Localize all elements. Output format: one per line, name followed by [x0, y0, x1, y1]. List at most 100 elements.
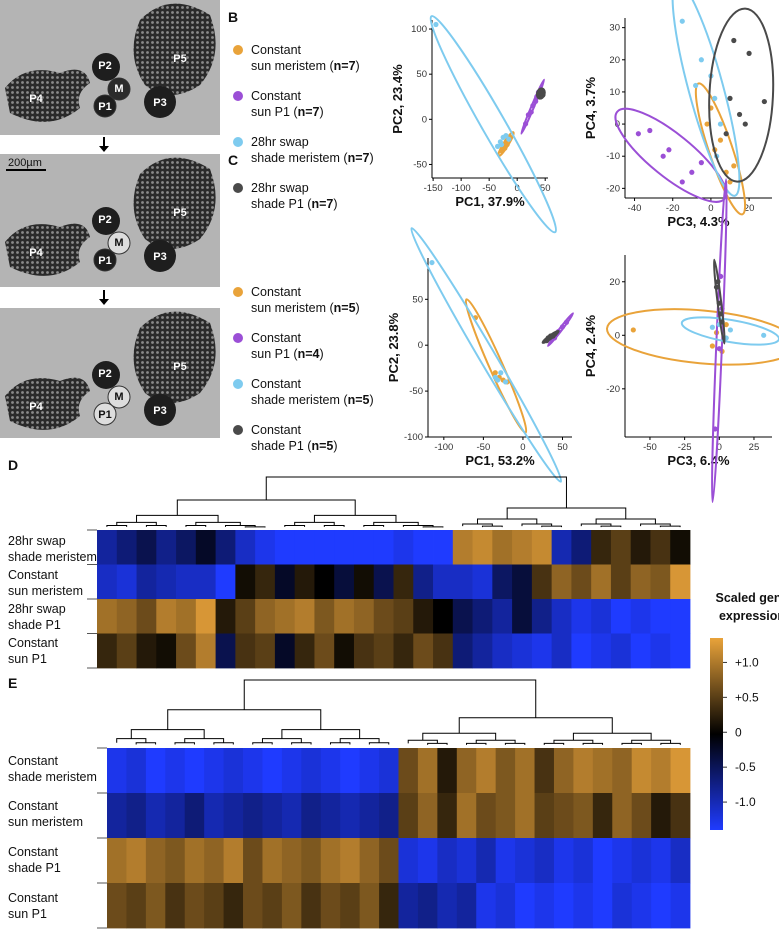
heatmap-cell — [651, 748, 671, 794]
colorbar-tick-label: -0.5 — [735, 760, 756, 774]
heatmap-cell — [262, 793, 283, 839]
confidence-ellipse — [606, 308, 779, 366]
heatmap-cell — [573, 793, 594, 839]
dendrogram — [506, 507, 627, 519]
heatmap-cell — [551, 530, 572, 565]
heatmap-cell — [592, 883, 613, 929]
heatmap-cell — [437, 838, 458, 884]
colorbar — [710, 638, 723, 830]
heatmap-cell — [156, 564, 177, 600]
row-label: Constant — [8, 636, 59, 650]
heatmap-cell — [156, 530, 177, 565]
heatmap-cell — [184, 883, 205, 929]
dendrogram — [600, 525, 622, 528]
heatmap-cell — [359, 838, 380, 884]
heatmap-cell — [393, 633, 414, 669]
heatmap-cell — [534, 883, 555, 929]
dendrogram — [572, 732, 652, 741]
y-tick-label: 50 — [412, 294, 423, 305]
y-tick-label: 10 — [609, 87, 620, 98]
heatmap-cell — [320, 748, 341, 794]
heatmap-cell — [235, 633, 256, 669]
micrograph-label: M — [114, 237, 123, 249]
legend-dot — [233, 183, 243, 193]
y-tick-label: -100 — [404, 432, 423, 443]
heatmap-cell — [413, 530, 434, 565]
heatmap-cell — [413, 564, 434, 600]
dendrogram — [373, 521, 419, 526]
heatmap-cell — [379, 748, 399, 794]
x-tick-label: -25 — [678, 442, 692, 453]
legend-text: ) — [369, 393, 373, 407]
heatmap-cell — [472, 599, 493, 634]
heatmap-cell — [417, 838, 438, 884]
x-tick-label: -20 — [666, 203, 680, 214]
heatmap-cell — [651, 838, 671, 884]
point — [723, 131, 729, 137]
y-axis-label: PC2, 23.8% — [386, 312, 401, 382]
heatmap-cell — [176, 599, 197, 634]
heatmap-cell — [195, 599, 216, 634]
heatmap-cell — [314, 564, 335, 600]
heatmap-cell — [433, 633, 454, 669]
x-axis-label: PC1, 53.2% — [465, 453, 535, 468]
point — [550, 333, 556, 339]
heatmap-cell — [417, 793, 438, 839]
heatmap-cell — [531, 633, 553, 669]
legend-dot — [233, 333, 243, 343]
row-label: shade meristem — [8, 770, 97, 784]
heatmap-cell — [373, 530, 394, 565]
heatmap-cell — [223, 838, 244, 884]
heatmap-cell — [592, 793, 613, 839]
point — [709, 343, 715, 349]
panel-label: E — [8, 675, 17, 691]
heatmap-cell — [379, 793, 399, 839]
micrograph-label: P3 — [153, 97, 166, 109]
heatmap-cell — [515, 748, 535, 794]
micrograph-label: P1 — [98, 409, 111, 421]
heatmap-cell — [334, 633, 355, 669]
micrograph-label: P5 — [173, 361, 186, 373]
heatmap-cell — [314, 530, 335, 565]
legend-text: Constant — [251, 285, 302, 299]
legend-text: 28hr swap — [251, 135, 309, 149]
heatmap-cell — [359, 793, 380, 839]
heatmap-cell — [314, 633, 335, 669]
heatmap-cell — [243, 793, 263, 839]
heatmap-cell — [340, 748, 361, 794]
y-tick-label: 100 — [411, 24, 427, 35]
legend-text: sun meristem (n=7) — [251, 59, 360, 73]
heatmap-cell — [512, 633, 533, 669]
heatmap-cell — [184, 793, 205, 839]
colorbar-tick-label: +0.5 — [735, 690, 759, 704]
dendrogram — [504, 742, 526, 745]
point — [717, 121, 724, 127]
point — [522, 121, 529, 127]
y-axis-label: PC4, 2.4% — [583, 314, 598, 377]
dendrogram — [244, 526, 266, 528]
legend-n: n=7 — [334, 59, 356, 73]
legend-text: sun P1 ( — [251, 347, 298, 361]
x-tick-label: 0 — [515, 183, 520, 194]
point — [731, 163, 737, 169]
dendrogram — [621, 742, 642, 745]
heatmap-cell — [452, 530, 473, 565]
dendrogram — [265, 476, 567, 508]
legend-text: Constant — [251, 331, 302, 345]
point — [746, 50, 752, 56]
heatmap-cell — [184, 748, 205, 794]
heatmap-cell — [630, 530, 651, 565]
dendrogram — [458, 717, 613, 734]
heatmap-cell — [301, 838, 322, 884]
heatmap-cell — [165, 793, 186, 839]
primordium — [144, 240, 176, 272]
dendrogram — [329, 742, 351, 745]
heatmap-cell — [255, 530, 276, 565]
leaf — [5, 223, 90, 276]
legend-text: shade P1 (n=7) — [251, 197, 338, 211]
heatmap-cell — [456, 748, 477, 794]
heatmap-cell — [531, 530, 553, 565]
heatmap-cell — [274, 564, 296, 600]
heatmap-cell — [472, 530, 493, 565]
heatmap-cell — [651, 793, 671, 839]
